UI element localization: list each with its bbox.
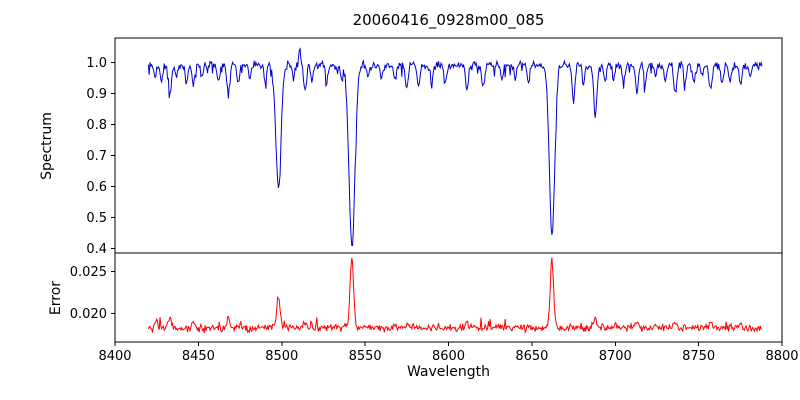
y-tick-label: 0.4 xyxy=(86,242,107,257)
y-tick-label: 0.8 xyxy=(86,118,107,133)
x-axis-label: Wavelength xyxy=(406,364,491,380)
x-tick-label: 8650 xyxy=(515,349,548,364)
spectrum-line xyxy=(147,47,763,247)
x-tick-label: 8600 xyxy=(432,349,465,364)
y-tick-label: 0.020 xyxy=(70,307,107,322)
x-tick-label: 8800 xyxy=(765,349,798,364)
x-tick-label: 8700 xyxy=(599,349,632,364)
y-tick-label: 0.025 xyxy=(70,265,107,280)
x-tick-label: 8400 xyxy=(98,349,131,364)
y-tick-label: 0.5 xyxy=(86,211,107,226)
x-tick-label: 8550 xyxy=(349,349,382,364)
error-line xyxy=(147,257,763,335)
x-tick-label: 8450 xyxy=(182,349,215,364)
y-tick-label: 0.6 xyxy=(86,180,107,195)
y-tick-label: 0.9 xyxy=(86,87,107,102)
y-tick-label: 0.7 xyxy=(86,149,107,164)
x-tick-label: 8500 xyxy=(265,349,298,364)
spectrum-panel-frame xyxy=(114,37,783,254)
y-tick-label: 1.0 xyxy=(86,56,107,71)
chart-title: 20060416_0928m00_085 xyxy=(352,11,545,29)
x-tick-label: 8750 xyxy=(682,349,715,364)
